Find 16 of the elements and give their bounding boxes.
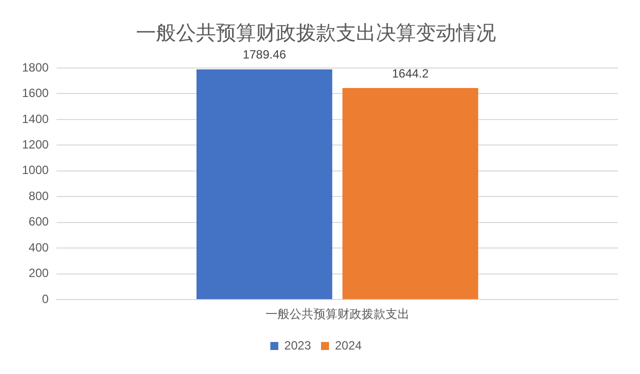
data-label: 1644.2 <box>392 66 429 80</box>
legend-label: 2024 <box>335 338 362 352</box>
chart-title: 一般公共预算财政拨款支出决算变动情况 <box>136 22 496 45</box>
legend-label: 2023 <box>284 338 312 352</box>
y-tick-label: 600 <box>28 214 50 229</box>
y-tick-label: 0 <box>42 292 50 306</box>
y-tick-label: 1600 <box>22 86 50 100</box>
y-tick-label: 1400 <box>22 112 50 126</box>
x-tick-label: 一般公共预算财政拨款支出 <box>265 307 410 322</box>
y-tick-label: 200 <box>28 266 50 280</box>
y-tick-label: 1200 <box>22 138 50 152</box>
y-tick-label: 1800 <box>22 60 50 74</box>
y-tick-label: 400 <box>28 240 50 254</box>
data-label: 1789.46 <box>242 48 286 62</box>
y-tick-label: 1000 <box>22 163 50 178</box>
y-tick-label: 800 <box>28 188 50 203</box>
